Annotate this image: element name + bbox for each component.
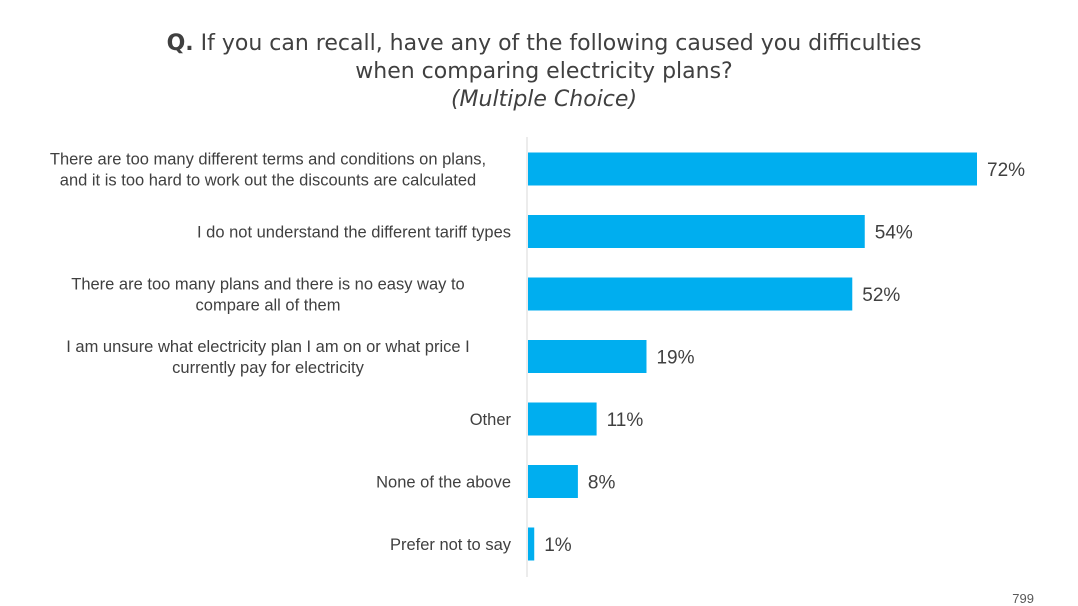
- category-label: There are too many plans and there is no…: [71, 276, 464, 315]
- chart-title-line1: Q. If you can recall, have any of the fo…: [0, 30, 1078, 58]
- bar: [528, 465, 578, 498]
- page-number: 799: [1012, 591, 1034, 606]
- category-label-line: Other: [470, 411, 512, 429]
- category-label-line: There are too many plans and there is no…: [71, 276, 464, 294]
- chart-title-block: Q. If you can recall, have any of the fo…: [0, 30, 1078, 114]
- value-label: 11%: [607, 410, 644, 431]
- chart-subtitle: (Multiple Choice): [450, 87, 638, 112]
- category-label: There are too many different terms and c…: [50, 151, 486, 190]
- bar: [528, 277, 853, 311]
- value-label: 8%: [588, 473, 616, 494]
- category-label-line: Prefer not to say: [390, 536, 512, 554]
- category-label: I am unsure what electricity plan I am o…: [66, 338, 470, 377]
- category-label: None of the above: [376, 474, 511, 492]
- bar: [528, 340, 647, 373]
- value-label: 52%: [862, 285, 900, 306]
- question-prefix: Q.: [166, 31, 194, 56]
- category-label-line: I do not understand the different tariff…: [197, 224, 511, 242]
- value-label: 72%: [987, 160, 1025, 181]
- category-label: I do not understand the different tariff…: [197, 224, 511, 242]
- chart-title-line2: when comparing electricity plans?: [355, 59, 733, 84]
- category-label-line: compare all of them: [196, 297, 341, 315]
- category-label-line: and it is too hard to work out the disco…: [60, 172, 476, 190]
- category-label-line: None of the above: [376, 474, 511, 492]
- category-label: Prefer not to say: [390, 536, 512, 554]
- value-label: 54%: [875, 223, 913, 244]
- category-label: Other: [470, 411, 512, 429]
- value-label: 19%: [656, 348, 694, 369]
- bar: [528, 527, 535, 561]
- chart-title-text-1: If you can recall, have any of the follo…: [193, 31, 922, 56]
- bar: [528, 215, 865, 248]
- bar: [528, 402, 597, 436]
- bar: [528, 152, 977, 186]
- category-label-line: There are too many different terms and c…: [50, 151, 486, 169]
- value-label: 1%: [544, 535, 572, 556]
- category-label-line: currently pay for electricity: [172, 359, 364, 377]
- category-label-line: I am unsure what electricity plan I am o…: [66, 338, 470, 356]
